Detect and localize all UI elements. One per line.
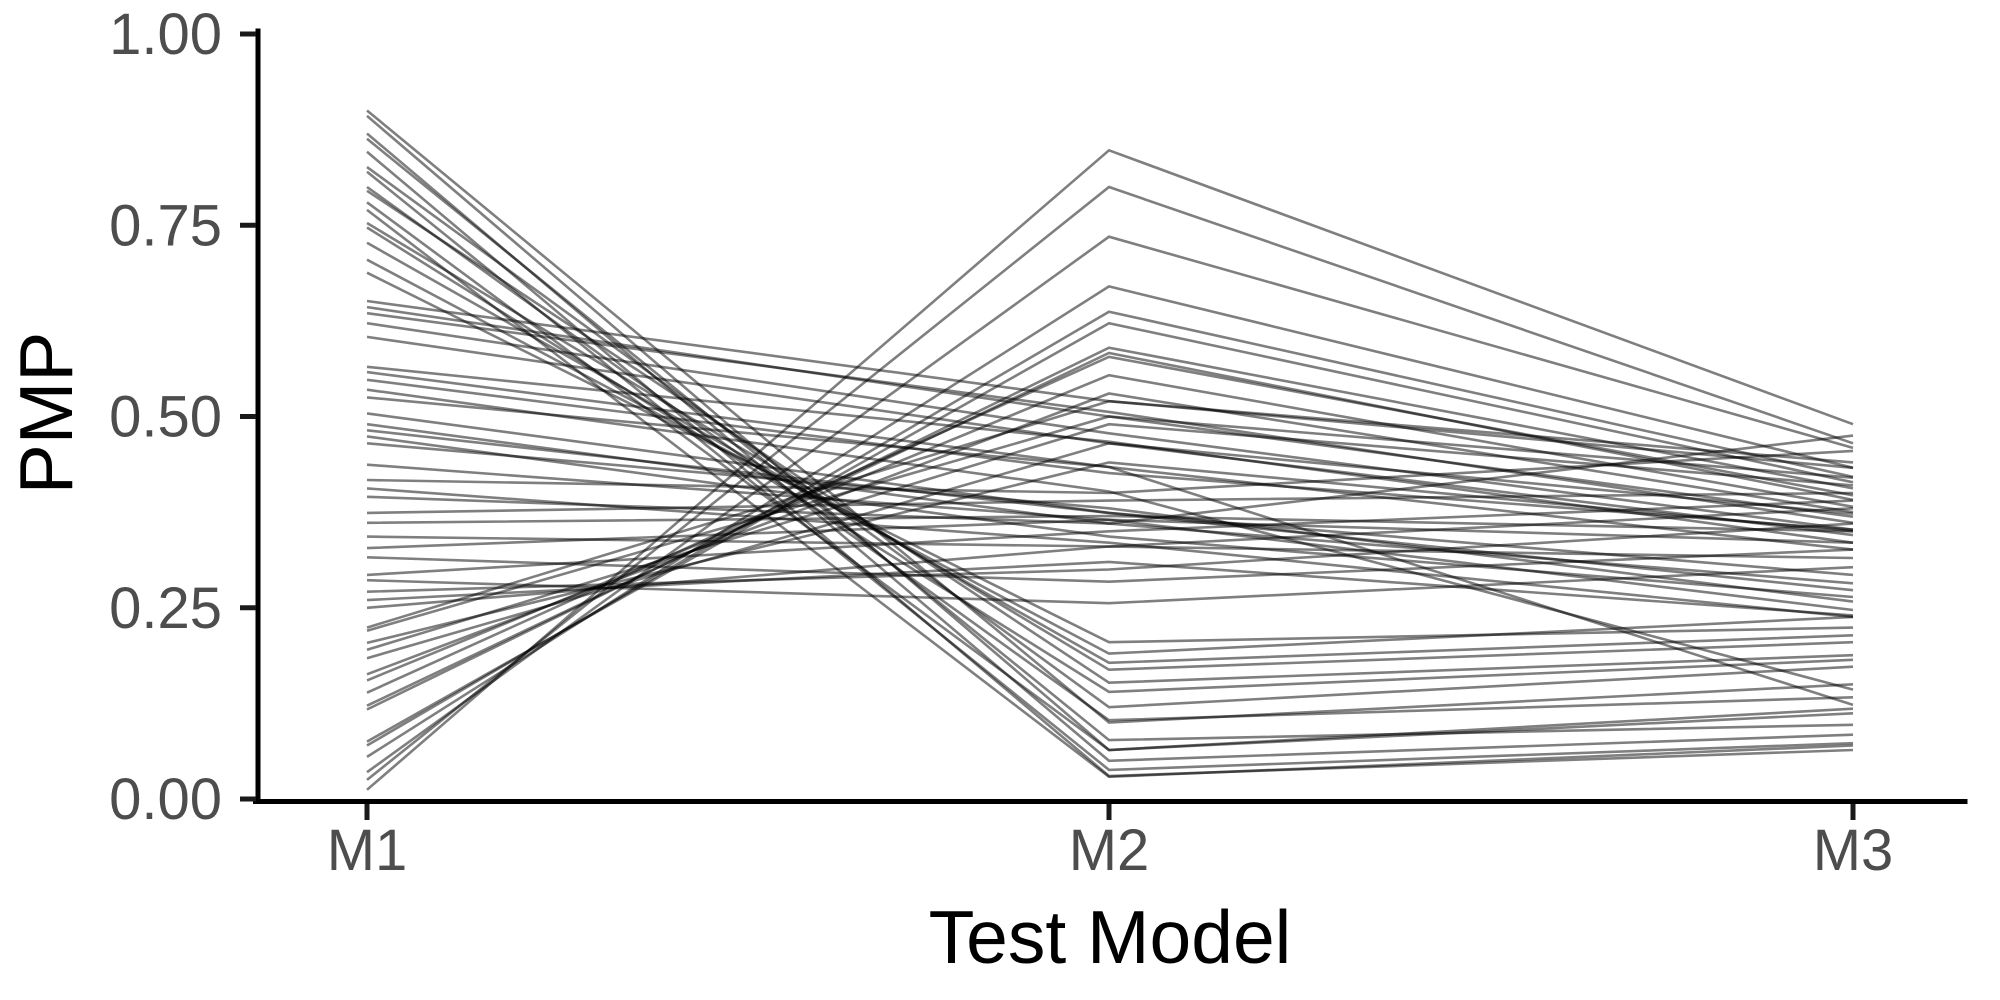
pmp-line bbox=[366, 434, 1854, 525]
pmp-line bbox=[366, 137, 1854, 742]
pmp-line bbox=[366, 321, 1854, 743]
x-tick-label: M3 bbox=[1813, 818, 1894, 883]
x-tick-label: M2 bbox=[1069, 818, 1150, 883]
pmp-line bbox=[366, 235, 1854, 774]
pmp-line bbox=[366, 311, 1854, 525]
pmp-line bbox=[366, 109, 1854, 724]
pmp-line bbox=[366, 373, 1854, 682]
x-tick-label: M1 bbox=[327, 818, 408, 883]
pmp-line bbox=[366, 548, 1854, 584]
pmp-line bbox=[366, 514, 1854, 533]
y-tick-label: 0.75 bbox=[109, 193, 222, 258]
pmp-line bbox=[366, 271, 1854, 644]
y-axis-title: PMP bbox=[4, 332, 88, 495]
pmp-line bbox=[366, 365, 1854, 544]
y-tick-labels: 0.00 0.25 0.50 0.75 1.00 bbox=[109, 2, 222, 832]
pmp-line bbox=[366, 166, 1854, 709]
pmp-line bbox=[366, 170, 1854, 772]
pmp-line bbox=[366, 299, 1854, 470]
pmp-line bbox=[366, 435, 1854, 599]
pmp-line bbox=[366, 305, 1854, 518]
x-ticks bbox=[364, 804, 1856, 820]
pmp-line bbox=[366, 189, 1854, 685]
pmp-line bbox=[366, 491, 1854, 515]
x-axis-title: Test Model bbox=[929, 895, 1292, 979]
pmp-line bbox=[366, 545, 1854, 610]
pmp-line bbox=[366, 321, 1854, 531]
x-tick-labels: M1 M2 M3 bbox=[327, 818, 1894, 883]
pmp-line bbox=[366, 499, 1854, 577]
pmp-line bbox=[366, 335, 1854, 537]
pmp-line bbox=[366, 396, 1854, 707]
y-tick-label: 0.00 bbox=[109, 767, 222, 832]
y-tick-label: 0.50 bbox=[109, 385, 222, 450]
pmp-line bbox=[366, 185, 1854, 722]
pmp-line bbox=[366, 208, 1854, 779]
pmp-line bbox=[366, 442, 1854, 603]
pmp-line bbox=[366, 522, 1854, 593]
axes-layer: 0.00 0.25 0.50 0.75 1.00 M1 M2 M3 PMP Test Mod… bbox=[4, 2, 1968, 979]
pmp-line bbox=[366, 518, 1854, 550]
pmp-line bbox=[366, 201, 1854, 752]
y-tick-label: 1.00 bbox=[109, 2, 222, 67]
pmp-line bbox=[366, 241, 1854, 665]
y-tick-label: 0.25 bbox=[109, 576, 222, 641]
pmp-line bbox=[366, 429, 1854, 592]
pmp-line bbox=[366, 392, 1854, 676]
y-ticks bbox=[240, 31, 256, 802]
pmp-line bbox=[366, 388, 1854, 691]
pmp-lines-layer bbox=[366, 109, 1854, 791]
pmp-line bbox=[366, 148, 1854, 791]
